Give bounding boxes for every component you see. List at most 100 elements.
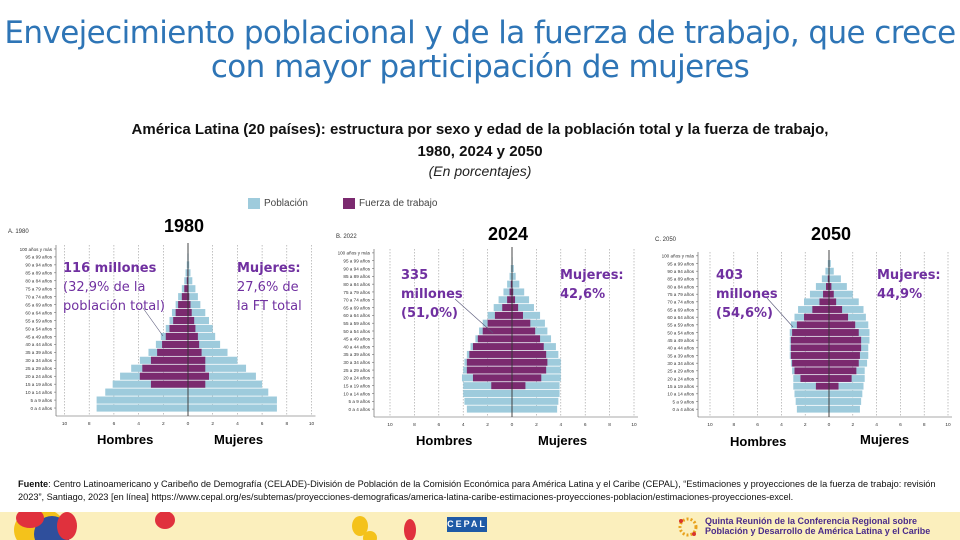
bar-hombres-fuerza (804, 313, 829, 321)
bar-hombres-fuerza (827, 275, 829, 283)
x-tick-label: 10 (387, 422, 393, 428)
age-tick-label: 95 a 99 años (25, 255, 52, 260)
chart-subtitle-line-2: 1980, 2024 y 2050 (417, 143, 543, 160)
bar-hombres-fuerza (819, 298, 829, 306)
source-label: Fuente (18, 479, 49, 489)
age-tick-label: 35 a 39 años (343, 352, 370, 357)
x-tick-label: 0 (511, 422, 514, 428)
bar-mujeres-poblacion (512, 288, 525, 296)
bar-mujeres-fuerza (188, 301, 191, 309)
age-tick-label: 65 a 69 años (343, 305, 370, 310)
bar-mujeres-fuerza (512, 382, 526, 390)
bar-mujeres-fuerza (512, 358, 548, 366)
bar-mujeres-fuerza (512, 327, 536, 335)
bar-mujeres-fuerza (829, 329, 859, 336)
bar-mujeres-poblacion (512, 382, 560, 390)
bar-mujeres-fuerza (512, 288, 514, 296)
x-tick-label: 4 (236, 421, 239, 427)
bar-mujeres-poblacion (512, 304, 534, 312)
bar-mujeres-poblacion (829, 298, 859, 306)
age-tick-label: 60 a 64 años (343, 313, 370, 318)
bar-mujeres-fuerza (829, 359, 859, 367)
bar-mujeres-poblacion (512, 265, 514, 273)
bar-mujeres-fuerza (512, 304, 519, 312)
bar-hombres-fuerza (178, 301, 188, 309)
bar-mujeres-poblacion (188, 285, 196, 293)
bar-mujeres-fuerza (188, 309, 192, 317)
age-tick-label: 40 a 44 años (25, 342, 52, 347)
mujeres-label-2050: Mujeres (860, 432, 910, 447)
bar-mujeres-poblacion (188, 316, 209, 325)
annotation-ft-total-2050: 403 millones (54,6%) (716, 268, 778, 321)
bar-hombres-fuerza (790, 352, 829, 359)
x-tick-label: 2 (804, 422, 807, 428)
age-tick-label: 70 a 74 años (25, 294, 52, 299)
bar-hombres-poblacion (809, 290, 829, 298)
age-tick-label: 80 a 84 años (343, 282, 370, 287)
bar-mujeres-poblacion (829, 283, 847, 290)
bar-mujeres-fuerza (512, 366, 547, 374)
bar-mujeres-fuerza (829, 375, 852, 382)
hombres-label-1980: Hombres (97, 432, 154, 447)
mujeres-label-2024: Mujeres (538, 433, 588, 448)
bar-hombres-fuerza (169, 324, 188, 333)
bar-hombres-poblacion (112, 380, 188, 388)
age-tick-label: 85 a 89 años (25, 271, 52, 276)
age-tick-label: 15 a 19 años (343, 383, 370, 388)
age-tick-label: 30 a 34 años (343, 360, 370, 365)
x-tick-label: 4 (462, 422, 465, 428)
year-label-1980: 1980 (164, 216, 205, 236)
bar-mujeres-poblacion (512, 397, 559, 405)
bar-mujeres-fuerza (829, 306, 843, 313)
bar-hombres-fuerza (175, 309, 188, 317)
bar-mujeres-fuerza (188, 324, 196, 333)
bar-hombres-fuerza (815, 382, 829, 390)
bar-mujeres-poblacion (829, 260, 831, 267)
bar-hombres-fuerza (466, 366, 512, 374)
bar-mujeres-fuerza (512, 311, 523, 319)
age-tick-label: 90 a 94 años (667, 269, 694, 274)
bar-hombres-fuerza (139, 372, 188, 380)
bar-hombres-fuerza (477, 335, 512, 343)
bar-mujeres-fuerza (512, 343, 544, 351)
age-tick-label: 95 a 99 años (667, 261, 694, 266)
bar-hombres-fuerza (812, 306, 829, 313)
bar-mujeres-poblacion (512, 272, 516, 280)
annotation-ft-total-2024: 335 millones (51,0%) (401, 268, 463, 321)
bar-mujeres-poblacion (188, 301, 201, 309)
age-tick-label: 70 a 74 años (343, 298, 370, 303)
x-tick-label: 4 (559, 422, 562, 428)
legend-swatch-fuerza (343, 198, 355, 209)
x-tick-label: 6 (437, 422, 440, 428)
age-tick-label: 90 a 94 años (343, 266, 370, 271)
bar-hombres-fuerza (482, 327, 512, 335)
x-tick-label: 2 (162, 421, 165, 427)
age-tick-label: 10 a 14 años (343, 391, 370, 396)
bar-hombres-fuerza (150, 356, 188, 364)
age-tick-label: 85 a 89 años (343, 274, 370, 279)
bar-hombres-fuerza (173, 316, 188, 325)
source-text: : Centro Latinoamericano y Caribeño de D… (18, 479, 936, 502)
panel-label-2050: C. 2050 (655, 237, 677, 243)
bar-hombres-fuerza (150, 380, 188, 388)
age-tick-label: 5 a 9 años (31, 398, 53, 403)
bar-hombres-fuerza (487, 319, 512, 327)
age-tick-label: 5 a 9 años (349, 399, 371, 404)
age-tick-label: 80 a 84 años (667, 284, 694, 289)
bar-mujeres-fuerza (512, 350, 547, 358)
conference-name: Quinta Reunión de la Conferencia Regiona… (705, 516, 931, 536)
bar-hombres-fuerza (800, 375, 829, 382)
bar-hombres-fuerza (790, 344, 829, 352)
decorative-blobs (14, 512, 416, 540)
age-tick-label: 25 a 29 años (343, 368, 370, 373)
age-tick-label: 55 a 59 años (25, 318, 52, 323)
bar-mujeres-poblacion (188, 388, 269, 396)
bar-hombres-poblacion (507, 280, 512, 288)
age-tick-label: 30 a 34 años (25, 358, 52, 363)
conference-logo-icon (678, 517, 698, 537)
bar-mujeres-fuerza (829, 321, 856, 329)
bar-hombres-fuerza (792, 359, 829, 367)
year-label-2050: 2050 (811, 224, 852, 244)
x-tick-label: 6 (756, 422, 759, 428)
